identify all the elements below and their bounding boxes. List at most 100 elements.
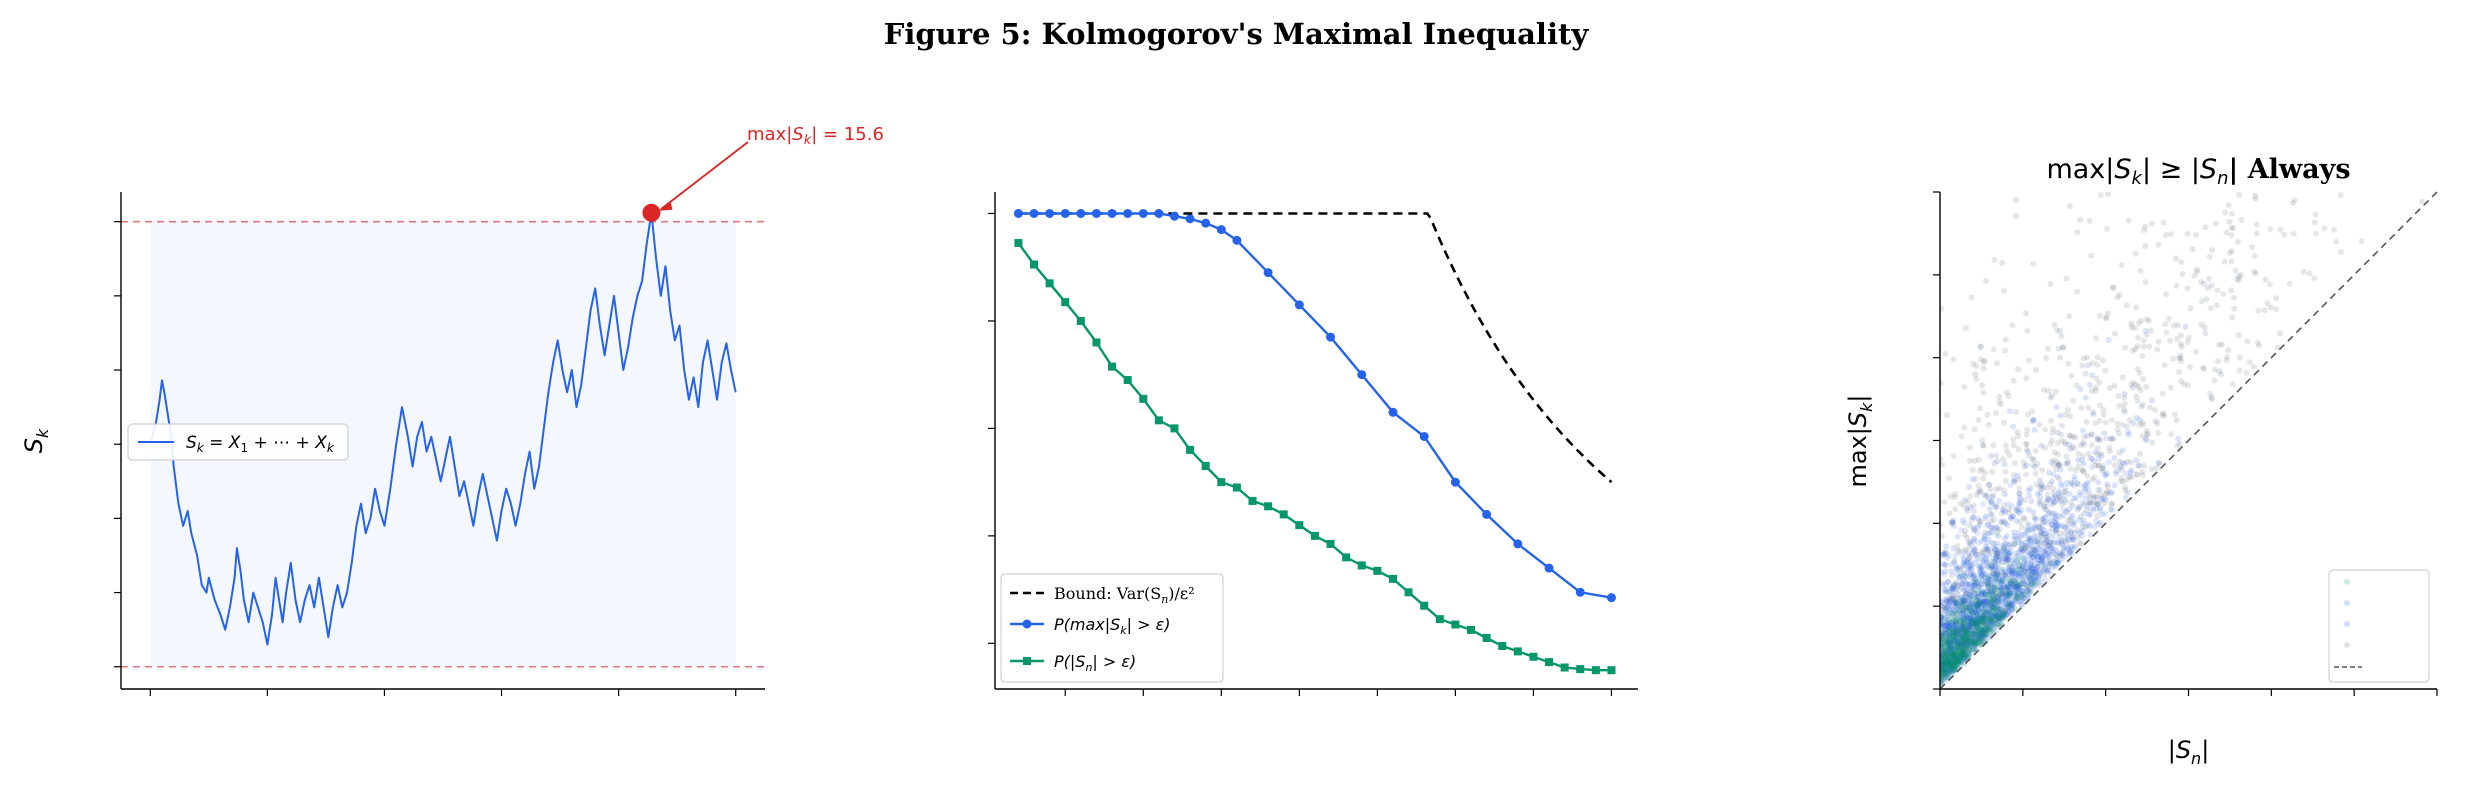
scatter-point [2186,364,2193,371]
scatter-point [2037,532,2044,539]
scatter-point [1966,626,1973,633]
scatter-point [1961,502,1967,509]
scatter-point [1982,605,1989,611]
scatter-point [2073,382,2080,389]
scatter-point [1986,620,1992,627]
scatter-point [2049,533,2056,540]
scatter-point [2001,535,2008,542]
scatter-point [1949,595,1956,602]
scatter-point [1962,615,1968,622]
scatter-point [2148,439,2155,446]
scatter-point [1970,578,1976,585]
direct-point [1061,298,1070,307]
scatter-point [1959,565,1965,572]
scatter-point [1984,624,1991,631]
scatter-point [1983,277,1989,284]
scatter-point [1944,672,1951,679]
scatter-point [1947,650,1954,657]
scatter-point [1942,675,1949,682]
scatter-point [1972,371,1979,378]
scatter-point [2255,307,2262,314]
scatter-point [2018,581,2025,587]
scatter-point [1959,633,1966,639]
scatter-point [2232,267,2239,274]
scatter-point [2266,281,2273,288]
legend-marker [2344,600,2350,606]
scatter-point [1943,669,1950,676]
scatter-point [1980,601,1987,608]
kolmogorov-point [1076,208,1086,218]
scatter-point [1971,621,1977,628]
scatter-point [2177,340,2184,347]
scatter-point [2087,499,2094,506]
scatter-point [2015,366,2022,373]
scatter-point [1969,514,1976,520]
scatter-point [2016,500,2023,507]
scatter-point [2069,536,2076,543]
scatter-point [1996,497,2003,504]
scatter-point [2045,345,2052,352]
scatter-point [2020,554,2027,561]
scatter-point [1974,635,1981,642]
scatter-point [1942,660,1949,667]
scatter-point [1966,611,1973,618]
scatter-point [1978,601,1985,608]
scatter-point [1949,661,1956,668]
scatter-point [2030,417,2037,424]
scatter-point [1967,622,1973,629]
scatter-point [2148,327,2154,334]
annotation-prefix: max| [747,124,792,145]
scatter-point [1976,405,1983,412]
scatter-point [1979,577,1986,584]
scatter-point [1990,346,1997,353]
scatter-point [1946,628,1952,635]
scatter-point [2067,432,2074,439]
scatter-point [2128,324,2135,330]
scatter-point [1960,562,1967,569]
scatter-point [2138,403,2145,410]
scatter-point [1985,521,1992,528]
scatter-point [2070,495,2077,502]
scatter-point [1944,657,1951,664]
scatter-point [1992,577,1999,584]
scatter-point [2041,387,2048,393]
scatter-point [2002,491,2008,498]
scatter-point [1954,620,1960,626]
scatter-point [2106,448,2113,455]
scatter-point [2019,547,2026,554]
scatter-point [2179,270,2186,277]
scatter-point [2066,490,2073,497]
scatter-point [2021,555,2028,562]
scatter-point [2008,568,2015,575]
scatter-point [2065,458,2071,465]
scatter-point [2018,593,2025,600]
kolmogorov-point [1201,218,1211,228]
scatter-point [2181,381,2187,388]
scatter-point [2067,530,2074,537]
scatter-point [2059,551,2066,558]
scatter-point [2041,527,2047,533]
scatter-point [1987,629,1994,635]
scatter-point [1970,539,1977,545]
scatter-point [2032,579,2039,586]
scatter-point [1968,550,1975,557]
scatter-point [2096,417,2103,424]
scatter-point [2217,371,2224,378]
scatter-point [1986,530,1993,537]
scatter-point [1963,645,1970,652]
scatter-point [1940,533,1945,540]
scatter-point [1940,632,1945,639]
scatter-point [2034,560,2041,567]
scatter-point [2021,548,2028,555]
scatter-point [2108,500,2115,507]
scatter-point [1982,598,1988,605]
scatter-point [2273,306,2279,313]
scatter-point [1960,617,1967,624]
scatter-point [1962,527,1969,534]
scatter-point [2008,515,2014,522]
scatter-point [2094,445,2101,451]
scatter-point [2125,431,2132,438]
scatter-point [2028,550,2035,557]
annotation-arrow-shaft [660,141,749,210]
scatter-point [1991,587,1998,594]
